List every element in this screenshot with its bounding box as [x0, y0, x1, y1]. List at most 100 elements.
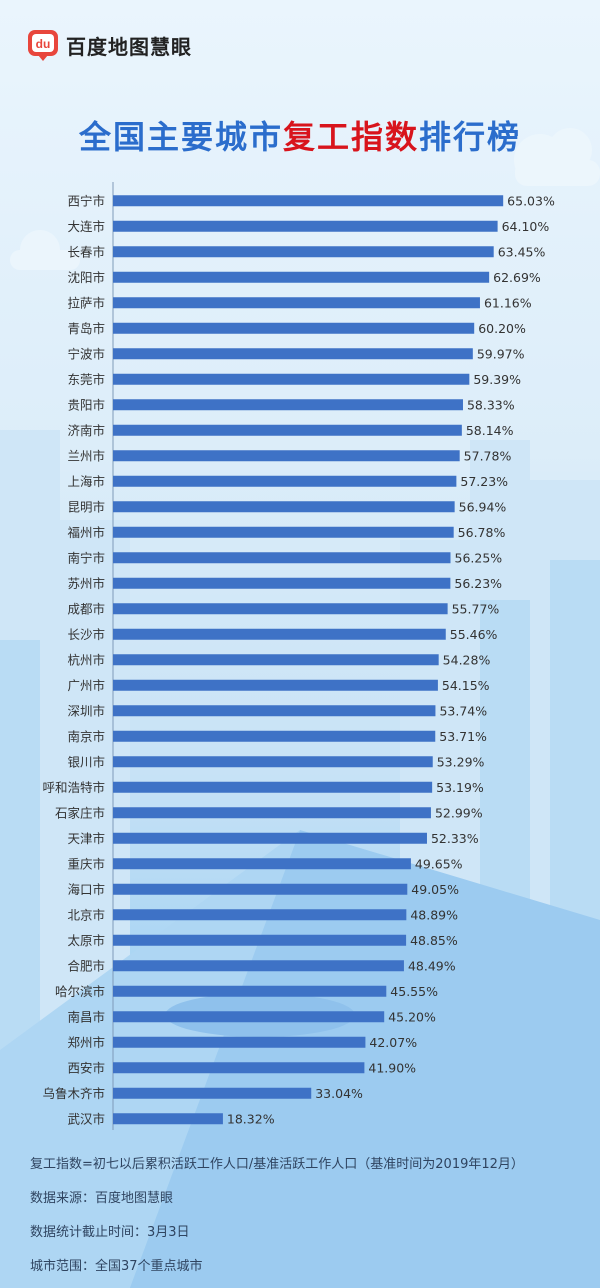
bar [113, 883, 408, 895]
category-label: 合肥市 [67, 958, 105, 973]
category-label: 广州市 [67, 678, 105, 693]
value-label: 33.04% [315, 1086, 363, 1101]
bar [113, 781, 433, 793]
category-label: 宁波市 [67, 346, 105, 361]
title-part2: 排行榜 [419, 118, 522, 156]
category-label: 深圳市 [67, 703, 105, 718]
value-label: 49.65% [415, 856, 463, 871]
value-label: 52.99% [435, 805, 483, 820]
category-label: 天津市 [67, 831, 105, 846]
note-source: 数据来源：百度地图慧眼 [30, 1191, 174, 1206]
category-label: 乌鲁木齐市 [42, 1086, 105, 1101]
value-label: 64.10% [502, 219, 550, 234]
bar [113, 960, 404, 972]
value-label: 45.55% [390, 984, 438, 999]
category-label: 贵阳市 [67, 397, 105, 412]
value-label: 52.33% [431, 831, 479, 846]
page-title: 全国主要城市复工指数排行榜 [0, 112, 600, 158]
bar [113, 552, 451, 564]
value-label: 65.03% [507, 193, 555, 208]
bar [113, 1087, 312, 1099]
value-label: 57.78% [464, 448, 512, 463]
bar [113, 1113, 223, 1125]
value-label: 58.14% [466, 423, 514, 438]
note-cutoff-date: 数据统计截止时间：3月3日 [30, 1225, 190, 1240]
bar [113, 348, 473, 360]
bar [113, 501, 455, 513]
brand-name: 百度地图慧眼 [66, 34, 192, 59]
value-label: 53.19% [436, 780, 484, 795]
category-label: 郑州市 [67, 1035, 105, 1050]
bar [113, 399, 463, 411]
value-label: 59.97% [477, 346, 525, 361]
category-label: 南昌市 [67, 1009, 105, 1024]
bar [113, 373, 470, 385]
category-label: 长春市 [67, 244, 105, 259]
bar [113, 526, 454, 538]
value-label: 53.71% [439, 729, 487, 744]
bar [113, 705, 436, 717]
value-label: 45.20% [388, 1009, 436, 1024]
value-label: 56.94% [459, 499, 507, 514]
bar [113, 832, 427, 844]
value-label: 54.28% [443, 652, 491, 667]
value-label: 42.07% [369, 1035, 417, 1050]
category-label: 西安市 [67, 1060, 105, 1075]
category-label: 兰州市 [67, 448, 105, 463]
note-city-scope: 城市范围：全国37个重点城市 [30, 1259, 203, 1274]
value-label: 58.33% [467, 397, 515, 412]
category-label: 银川市 [67, 754, 105, 769]
value-label: 49.05% [411, 882, 459, 897]
bar [113, 475, 457, 487]
category-label: 济南市 [67, 423, 105, 438]
bar [113, 195, 504, 207]
bar-chart: 西宁市 65.03% 大连市 64.10% 长春市 63.45% 沈阳市 62.69% 拉萨市 6… [42, 182, 555, 1130]
bar [113, 985, 387, 997]
bar [113, 934, 407, 946]
value-label: 62.69% [493, 270, 541, 285]
brand-logo: du 百度地图慧眼 [26, 28, 192, 62]
title-part1: 全国主要城市 [78, 118, 283, 156]
bar [113, 679, 438, 691]
category-label: 武汉市 [67, 1111, 105, 1126]
category-label: 哈尔滨市 [55, 984, 105, 999]
bar [113, 271, 490, 283]
bar [113, 1011, 385, 1023]
category-label: 南宁市 [67, 550, 105, 565]
category-label: 太原市 [67, 933, 105, 948]
bar [113, 322, 475, 334]
category-label: 石家庄市 [55, 805, 105, 820]
value-label: 53.29% [437, 754, 485, 769]
bar [113, 450, 460, 462]
value-label: 54.15% [442, 678, 490, 693]
category-label: 拉萨市 [67, 295, 105, 310]
category-label: 南京市 [67, 729, 105, 744]
value-label: 41.90% [368, 1060, 416, 1075]
category-label: 大连市 [67, 219, 105, 234]
value-label: 61.16% [484, 295, 532, 310]
value-label: 48.49% [408, 958, 456, 973]
category-label: 成都市 [67, 601, 105, 616]
value-label: 48.89% [410, 907, 458, 922]
map-pin-icon: du [26, 28, 60, 62]
value-label: 48.85% [410, 933, 458, 948]
logo-text: du [36, 37, 51, 51]
value-label: 63.45% [498, 244, 546, 259]
value-label: 60.20% [478, 321, 526, 336]
bar [113, 1062, 365, 1074]
category-label: 呼和浩特市 [42, 780, 105, 795]
bar [113, 246, 494, 258]
category-label: 上海市 [67, 474, 105, 489]
value-label: 55.46% [450, 627, 498, 642]
category-label: 昆明市 [67, 499, 105, 514]
value-label: 55.77% [452, 601, 500, 616]
bar [113, 603, 448, 615]
bar [113, 628, 446, 640]
bar [113, 730, 436, 742]
value-label: 56.23% [454, 576, 502, 591]
bar [113, 297, 480, 309]
category-label: 重庆市 [67, 856, 105, 871]
category-label: 福州市 [67, 525, 105, 540]
bar [113, 909, 407, 921]
